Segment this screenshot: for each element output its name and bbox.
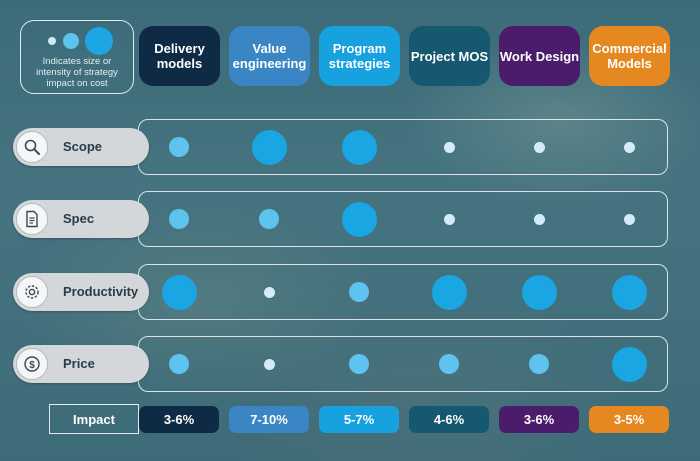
legend-text: Indicates size or intensity of strategy … bbox=[36, 56, 118, 89]
header-work-design: Work Design bbox=[499, 26, 580, 86]
impact-work-design: 3-6% bbox=[499, 406, 579, 433]
impact-dot-spec-program-strategies bbox=[341, 201, 377, 237]
legend-dot-large bbox=[85, 27, 113, 55]
row-panel-price bbox=[138, 336, 668, 392]
impact-dot-price-delivery-models bbox=[169, 354, 189, 374]
gear-icon bbox=[16, 276, 48, 308]
impact-dot-spec-value-engineering bbox=[259, 209, 279, 229]
row-label-text: Price bbox=[63, 356, 95, 371]
impact-dot-scope-work-design bbox=[533, 141, 545, 153]
legend-dot-small bbox=[48, 37, 56, 45]
impact-dot-spec-delivery-models bbox=[169, 209, 189, 229]
document-icon bbox=[16, 203, 48, 235]
row-label-text: Productivity bbox=[63, 284, 139, 299]
impact-commercial-models: 3-5% bbox=[589, 406, 669, 433]
row-label-scope: Scope bbox=[13, 128, 149, 166]
legend-dot-medium bbox=[63, 33, 79, 49]
impact-dot-price-program-strategies bbox=[349, 354, 369, 374]
header-project-mos: Project MOS bbox=[409, 26, 490, 86]
impact-dot-spec-work-design bbox=[533, 213, 545, 225]
row-label-spec: Spec bbox=[13, 200, 149, 238]
header-delivery-models: Delivery models bbox=[139, 26, 220, 86]
row-label-text: Spec bbox=[63, 211, 95, 226]
row-label-text: Scope bbox=[63, 139, 103, 154]
impact-program-strategies: 5-7% bbox=[319, 406, 399, 433]
row-panel-scope bbox=[138, 119, 668, 175]
impact-dot-scope-project-mos bbox=[443, 141, 455, 153]
impact-dot-spec-project-mos bbox=[443, 213, 455, 225]
row-label-productivity: Productivity bbox=[13, 273, 149, 311]
impact-dot-productivity-work-design bbox=[521, 274, 557, 310]
magnifier-icon bbox=[16, 131, 48, 163]
header-value-engineering: Value engineering bbox=[229, 26, 310, 86]
header-program-strategies: Program strategies bbox=[319, 26, 400, 86]
dollar-icon: $ bbox=[16, 348, 48, 380]
impact-dot-scope-program-strategies bbox=[341, 129, 377, 165]
header-commercial-models: Commercial Models bbox=[589, 26, 670, 86]
impact-dot-scope-delivery-models bbox=[169, 137, 189, 157]
impact-dot-scope-value-engineering bbox=[251, 129, 287, 165]
impact-label: Impact bbox=[49, 404, 139, 434]
impact-dot-productivity-delivery-models bbox=[161, 274, 197, 310]
impact-dot-spec-commercial-models bbox=[623, 213, 635, 225]
impact-dot-price-commercial-models bbox=[611, 346, 647, 382]
row-panel-spec bbox=[138, 191, 668, 247]
impact-dot-price-value-engineering bbox=[263, 358, 275, 370]
impact-dot-productivity-commercial-models bbox=[611, 274, 647, 310]
impact-dot-productivity-value-engineering bbox=[263, 286, 275, 298]
impact-dot-price-work-design bbox=[529, 354, 549, 374]
row-label-price: $ Price bbox=[13, 345, 149, 383]
row-panel-productivity bbox=[138, 264, 668, 320]
impact-delivery-models: 3-6% bbox=[139, 406, 219, 433]
impact-dot-productivity-program-strategies bbox=[349, 282, 369, 302]
impact-dot-productivity-project-mos bbox=[431, 274, 467, 310]
svg-text:$: $ bbox=[29, 360, 35, 371]
impact-dot-price-project-mos bbox=[439, 354, 459, 374]
impact-value-engineering: 7-10% bbox=[229, 406, 309, 433]
legend: Indicates size or intensity of strategy … bbox=[20, 20, 134, 94]
impact-project-mos: 4-6% bbox=[409, 406, 489, 433]
impact-dot-scope-commercial-models bbox=[623, 141, 635, 153]
